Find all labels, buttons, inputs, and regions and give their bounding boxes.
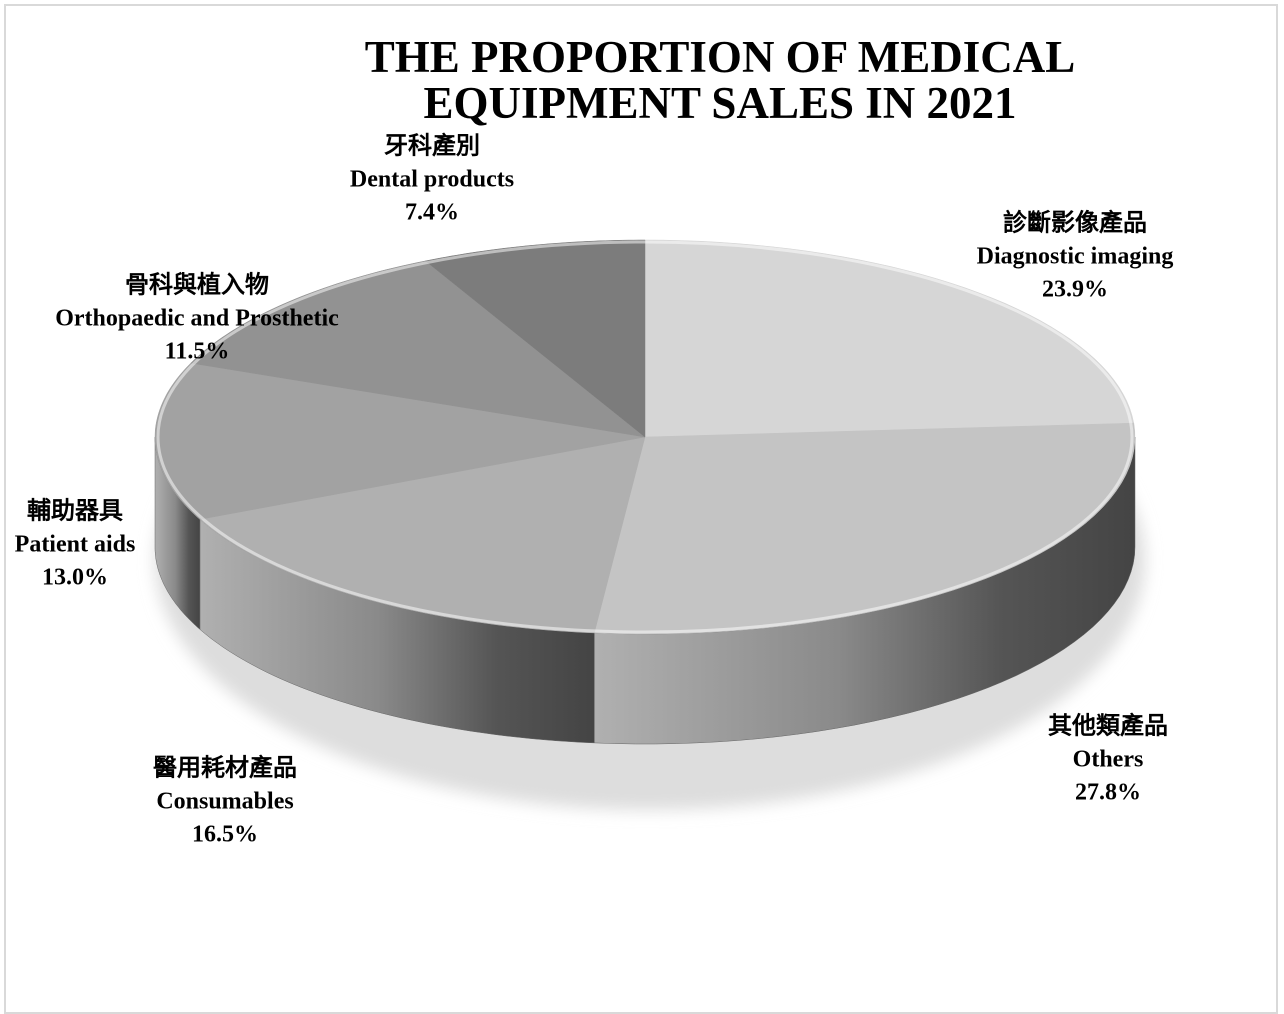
slice [190,260,646,438]
label-zh: 骨科與植入物 [125,271,269,299]
label-zh: 醫用耗材產品 [153,754,297,782]
label-zh: 診斷影像產品 [1003,209,1147,237]
slice [424,239,646,438]
value-label: 16.5% [192,822,258,848]
slice [644,239,1135,438]
label-zh: 其他類產品 [1048,712,1168,740]
value-label: 13.0% [42,565,108,591]
rim-highlight [156,240,1134,634]
label-name: Dental products [350,167,514,193]
slice [154,362,646,520]
value-label: 11.5% [165,339,230,365]
slice [593,422,1136,635]
label-name: Orthopaedic and Prosthetic [55,306,339,332]
label-name: Consumables [156,789,293,815]
slice [199,436,646,634]
chart-title: THE PROPORTION OF MEDICAL EQUIPMENT SALE… [364,32,1132,128]
label-zh: 牙科產別 [384,132,480,160]
value-label: 23.9% [1042,277,1108,303]
label-name: Diagnostic imaging [977,244,1174,270]
label-name: Patient aids [15,532,136,558]
value-label: 7.4% [405,200,459,226]
label-name: Others [1073,747,1144,773]
value-label: 27.8% [1075,780,1141,806]
label-zh: 輔助器具 [27,497,123,525]
